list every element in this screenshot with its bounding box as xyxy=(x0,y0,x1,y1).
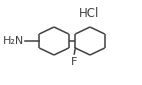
Text: HCl: HCl xyxy=(79,7,100,20)
Text: F: F xyxy=(71,57,78,67)
Text: H₂N: H₂N xyxy=(3,36,24,46)
